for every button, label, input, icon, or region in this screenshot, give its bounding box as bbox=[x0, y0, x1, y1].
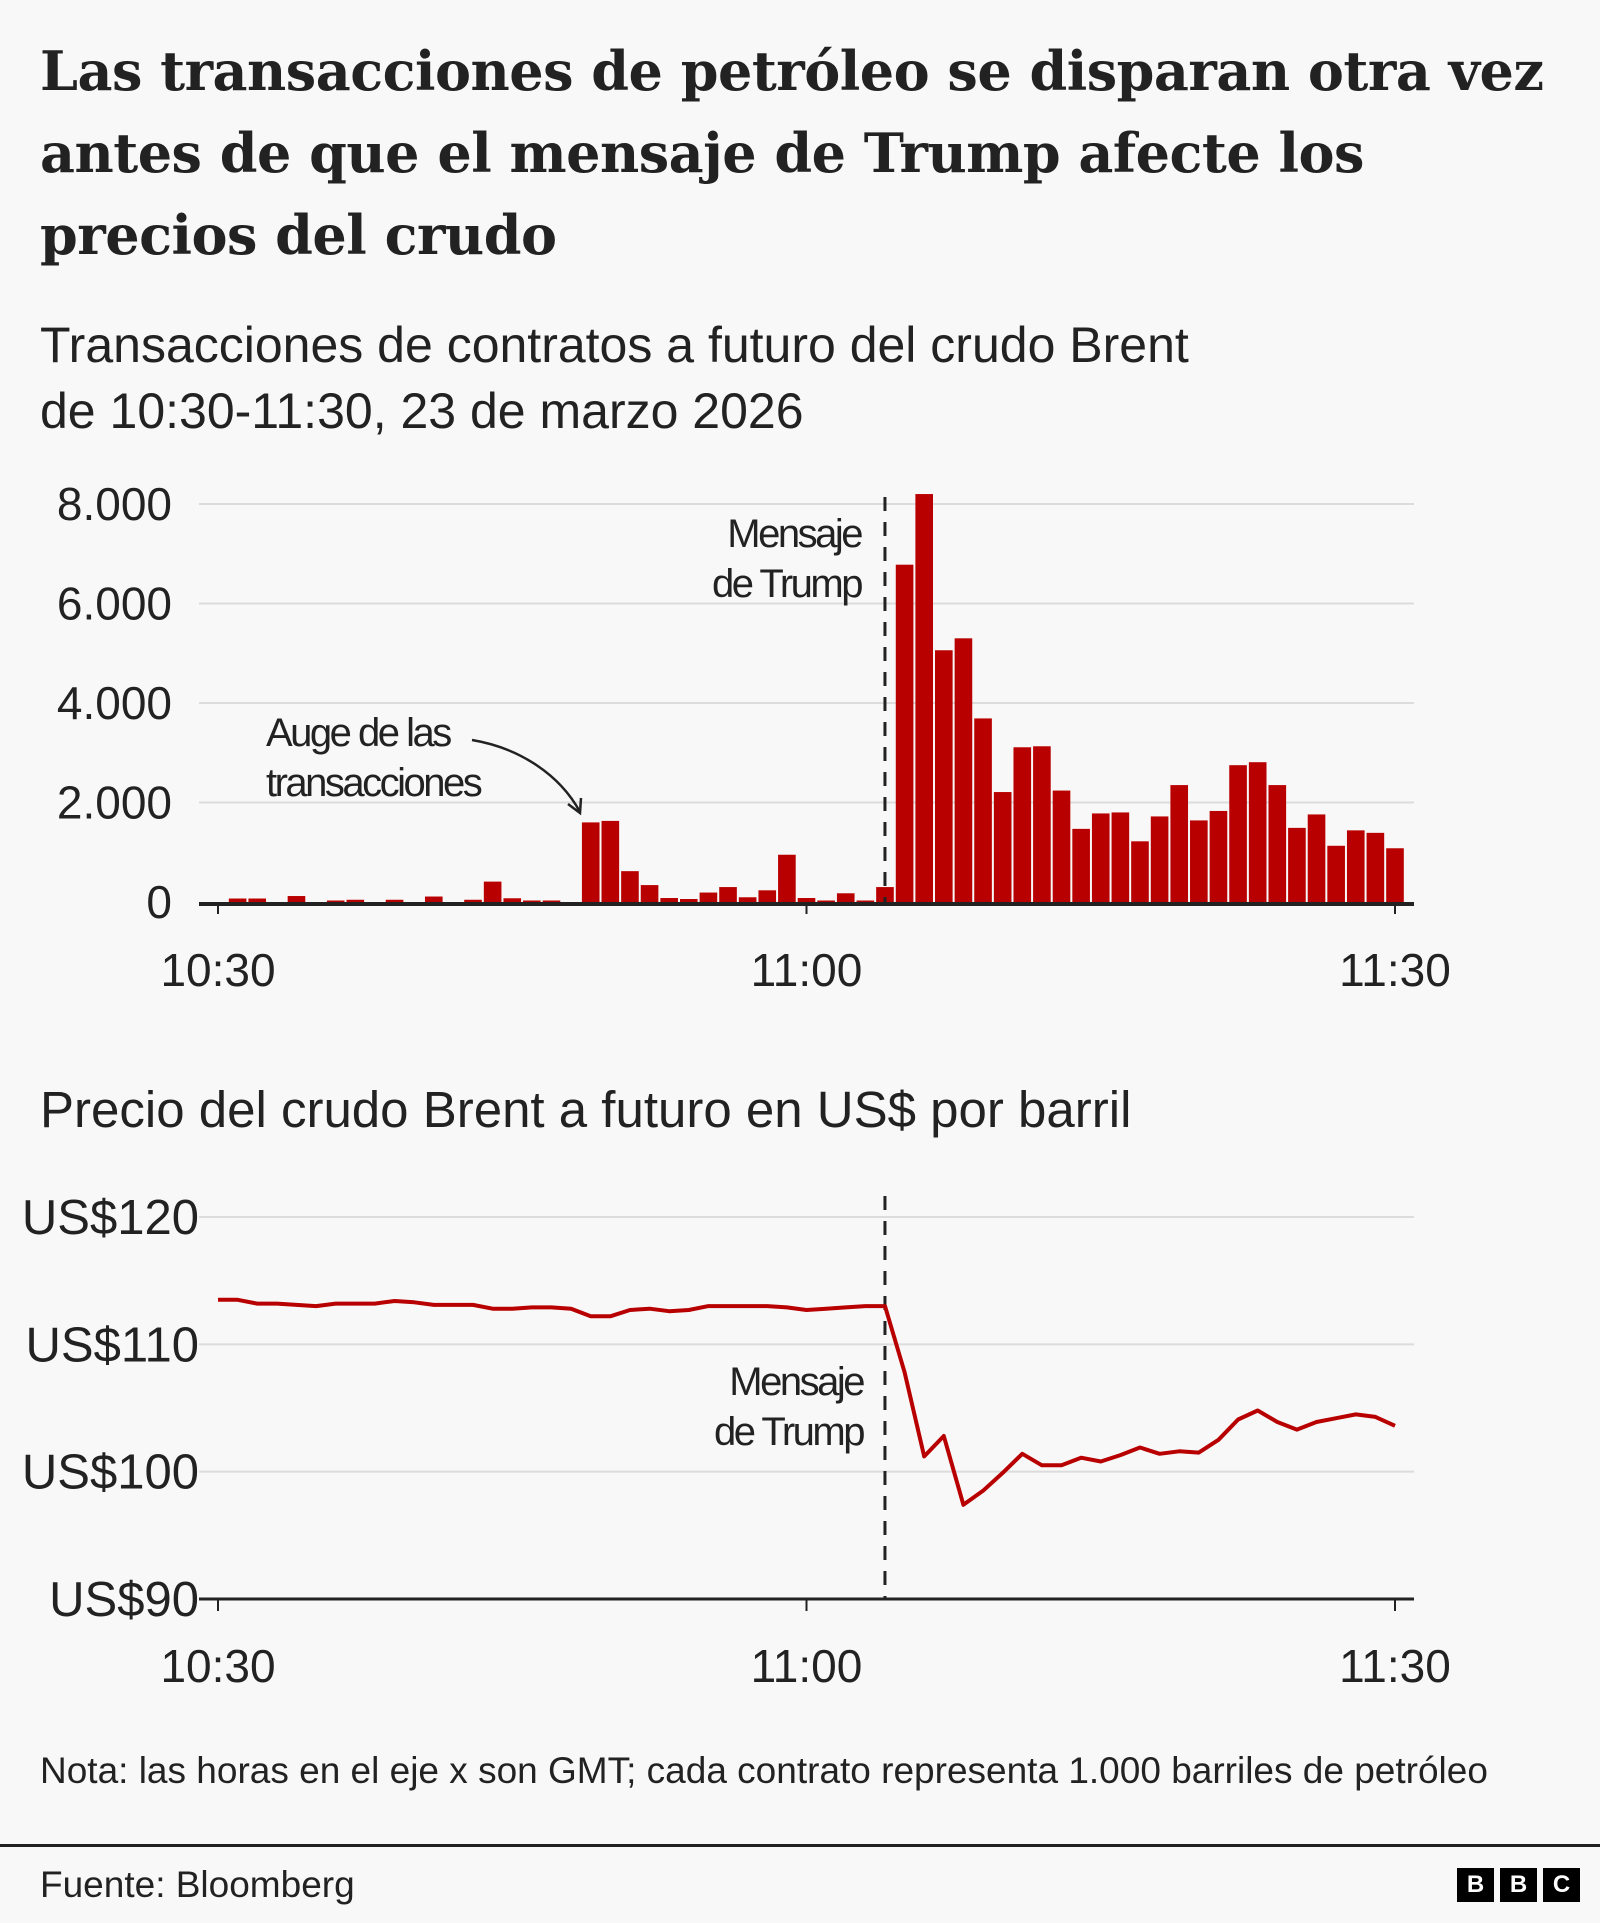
bar bbox=[1307, 814, 1326, 902]
y-tick-label: 4.000 bbox=[57, 677, 172, 729]
bar bbox=[503, 898, 522, 902]
bar bbox=[1052, 790, 1071, 902]
bar bbox=[758, 890, 777, 902]
bar bbox=[1248, 762, 1267, 902]
bar bbox=[1131, 841, 1149, 902]
bar bbox=[483, 881, 502, 902]
bbc-logo-letter: B bbox=[1457, 1868, 1494, 1902]
bar bbox=[640, 885, 659, 902]
x-tick-label: 10:30 bbox=[160, 1640, 275, 1692]
bar bbox=[1268, 785, 1287, 902]
bbc-logo-letter: C bbox=[1543, 1868, 1580, 1902]
bar bbox=[954, 638, 973, 902]
y-tick-label: 8.000 bbox=[57, 478, 172, 530]
bar bbox=[679, 899, 698, 902]
bar bbox=[935, 650, 953, 902]
bar bbox=[1229, 765, 1247, 902]
y-tick-label: 0 bbox=[146, 876, 172, 928]
bar bbox=[915, 494, 934, 902]
trump-annotation-line2: de Trump bbox=[712, 562, 862, 606]
bar bbox=[601, 820, 620, 902]
bbc-logo: B B C bbox=[1457, 1868, 1580, 1902]
price-line bbox=[218, 1297, 1396, 1507]
bar bbox=[974, 718, 992, 902]
bar bbox=[1033, 746, 1051, 902]
subtitle-line-1: Transacciones de contratos a futuro del … bbox=[40, 317, 1189, 373]
bar bbox=[1091, 813, 1110, 902]
bar bbox=[1327, 845, 1345, 902]
line-chart-grid: US$90 US$100 US$110 US$120 bbox=[22, 1191, 1414, 1627]
surge-arrow bbox=[471, 738, 582, 813]
bar bbox=[424, 896, 443, 902]
bbc-logo-letter: B bbox=[1500, 1868, 1537, 1902]
bar bbox=[836, 893, 855, 902]
bar bbox=[523, 900, 541, 902]
bar bbox=[817, 900, 835, 902]
x-tick-label: 11:30 bbox=[1339, 944, 1451, 996]
y-tick-label: 2.000 bbox=[57, 777, 172, 829]
bar bbox=[699, 892, 718, 902]
bar bbox=[1346, 830, 1365, 902]
chart-title: Las transacciones de petróleo se dispara… bbox=[40, 39, 1544, 267]
bar bbox=[738, 897, 757, 902]
surge-annotation-line1: Auge de las bbox=[266, 711, 451, 755]
y-tick-label: 6.000 bbox=[57, 578, 172, 630]
bar bbox=[1288, 827, 1306, 902]
y-tick-label: US$100 bbox=[22, 1446, 199, 1500]
bar bbox=[542, 900, 561, 902]
bar bbox=[385, 899, 404, 902]
bar-chart-subtitle: Transacciones de contratos a futuro del … bbox=[40, 312, 1540, 444]
bar bbox=[346, 899, 365, 902]
bar bbox=[1072, 828, 1090, 902]
footnote: Nota: las horas en el eje x son GMT; cad… bbox=[40, 1750, 1488, 1791]
bar bbox=[1386, 848, 1404, 902]
footer-divider bbox=[0, 1844, 1600, 1847]
bar bbox=[876, 887, 894, 902]
bar bbox=[1013, 747, 1032, 902]
bar bbox=[464, 899, 482, 902]
bar bbox=[1190, 820, 1208, 902]
bar bbox=[856, 900, 875, 902]
bar bbox=[287, 896, 306, 902]
line-chart-title: Precio del crudo Brent a futuro en US$ p… bbox=[40, 1081, 1132, 1138]
bar bbox=[797, 898, 816, 902]
bar bbox=[326, 900, 345, 902]
surge-arrow-head bbox=[567, 797, 583, 816]
y-tick-label: US$90 bbox=[49, 1573, 199, 1627]
bar bbox=[1111, 812, 1130, 902]
bar bbox=[248, 898, 267, 902]
bar bbox=[1150, 816, 1169, 902]
bar-chart-grid: 0 2.000 4.000 6.000 8.000 bbox=[57, 478, 1414, 928]
surge-annotation-line2: transacciones bbox=[266, 761, 482, 805]
bar-chart-bars: 10:30 11:00 11:30 bbox=[160, 494, 1451, 996]
trump-annotation-line1: Mensaje bbox=[727, 512, 862, 556]
x-tick-label: 11:00 bbox=[751, 944, 863, 996]
bar bbox=[621, 871, 639, 902]
bar bbox=[1209, 810, 1228, 902]
x-tick-label: 10:30 bbox=[160, 944, 275, 996]
y-tick-label: US$110 bbox=[26, 1318, 199, 1372]
bar bbox=[660, 898, 678, 902]
bar bbox=[228, 898, 247, 902]
y-tick-label: US$120 bbox=[22, 1191, 199, 1245]
bar bbox=[993, 792, 1012, 902]
subtitle-line-2: de 10:30-11:30, 23 de marzo 2026 bbox=[40, 383, 804, 439]
x-tick-label: 11:30 bbox=[1339, 1640, 1451, 1692]
line-chart-series: 10:30 11:00 11:30 bbox=[160, 1196, 1451, 1692]
trump-annotation-line1-price: Mensaje bbox=[729, 1360, 864, 1404]
bar bbox=[778, 854, 796, 902]
bar bbox=[895, 564, 914, 902]
bar bbox=[719, 887, 737, 902]
source-label: Fuente: Bloomberg bbox=[40, 1864, 355, 1905]
x-tick-label: 11:00 bbox=[751, 1640, 863, 1692]
bar bbox=[581, 822, 600, 902]
bar bbox=[1366, 832, 1385, 902]
trump-annotation-line2-price: de Trump bbox=[714, 1410, 864, 1454]
bar bbox=[1170, 785, 1189, 902]
